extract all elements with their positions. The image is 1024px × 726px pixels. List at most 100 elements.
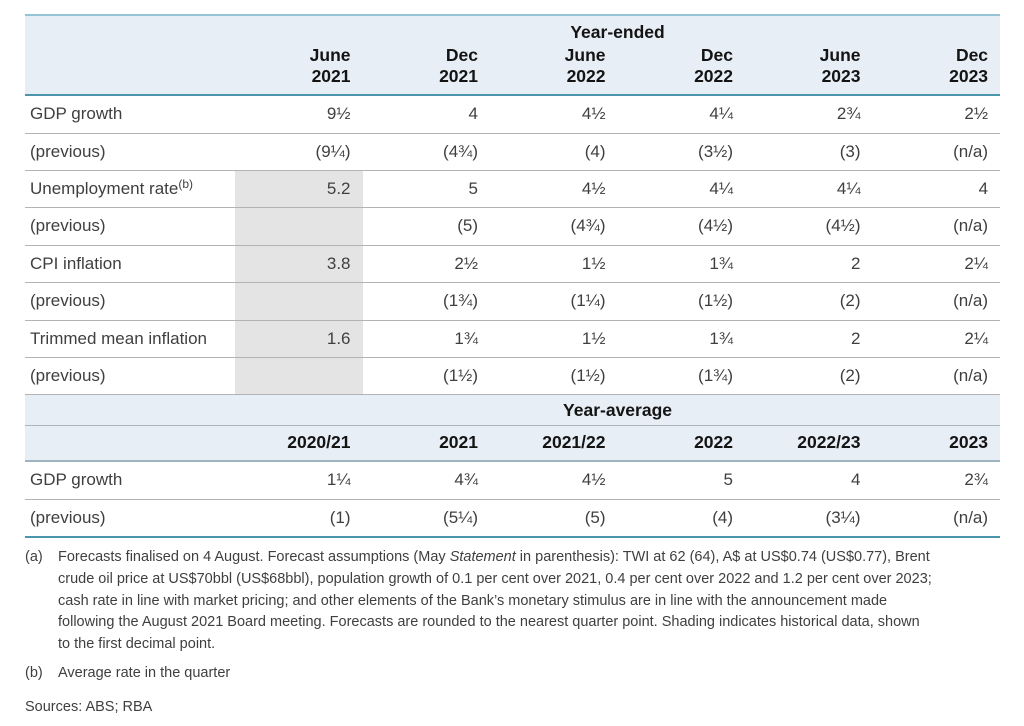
value-cell: 2¼ xyxy=(872,244,1001,283)
table-row-unemployment-previous: (previous) (5) (4¾) (4½) (4½) (n/a) xyxy=(25,207,1001,246)
value-cell: 1½ xyxy=(490,244,618,283)
row-label: (previous) xyxy=(25,282,235,321)
footnote-b-marker: (b) xyxy=(25,664,43,681)
value-cell: 2½ xyxy=(964,104,989,124)
column-header-line: 2023 xyxy=(821,65,861,86)
value-cell: (4¾) xyxy=(362,132,490,171)
column-header-line: 2022 xyxy=(566,65,606,86)
value-cell: 4¼ xyxy=(709,104,733,124)
value-cell: 2½ xyxy=(362,244,490,283)
value-cell: (5¼) xyxy=(362,498,490,538)
year-average-table: Year-average 2020/21 2021 2021/22 2022 2… xyxy=(25,395,1001,539)
value-cell: (3½) xyxy=(617,132,745,171)
value-cell: (1¾) xyxy=(617,357,745,395)
column-header-line: Dec xyxy=(700,45,733,65)
value-cell: 9½ xyxy=(326,104,351,124)
row-label: GDP growth xyxy=(30,470,123,490)
value-cell: (4) xyxy=(617,498,745,538)
value-cell-historical: 3.8 xyxy=(235,244,363,283)
value-cell: (2) xyxy=(745,357,873,395)
value-cell: 5 xyxy=(723,470,733,490)
value-cell: 4 xyxy=(872,170,1001,208)
value-cell: (1½) xyxy=(490,357,618,395)
column-header-line: 2022 xyxy=(694,65,733,86)
value-cell: 1¾ xyxy=(362,319,490,358)
table-row-gdp-previous-avg: (previous) (1) (5¼) (5) (4) (3¼) (n/a) xyxy=(25,498,1001,538)
column-header: 2022 xyxy=(694,432,733,453)
footnote-a-text: Forecasts finalised on 4 August. Forecas… xyxy=(58,547,935,656)
value-cell: 2 xyxy=(745,319,873,358)
footnote-b: (b) Average rate in the quarter xyxy=(25,663,1000,685)
value-cell: (1½) xyxy=(362,357,490,395)
year-ended-title-row: Year-ended xyxy=(25,15,1000,43)
year-ended-table: Year-ended June 2021 Dec 2021 June 2022 Dec… xyxy=(25,14,1001,396)
value-cell: (2) xyxy=(745,282,873,321)
table-row-gdp-growth: GDP growth 9½ 4 4½ 4¼ 2¾ 2½ xyxy=(25,95,1000,133)
value-cell: 4½ xyxy=(490,170,618,208)
table-row-trimmed-mean: Trimmed mean inflation 1.6 1¾ 1½ 1¾ 2 2¼ xyxy=(25,319,1001,358)
column-header: Dec 2021 xyxy=(363,43,491,95)
value-cell: (3) xyxy=(745,132,873,171)
footnote-a: (a) Forecasts finalised on 4 August. For… xyxy=(25,547,1000,656)
empty-header-cell xyxy=(25,43,235,95)
table-row-cpi-previous: (previous) (1¾) (1¼) (1½) (2) (n/a) xyxy=(25,282,1001,321)
value-cell: 1¾ xyxy=(617,244,745,283)
table-row-unemployment: Unemployment rate(b) 5.2 5 4½ 4¼ 4¼ 4 xyxy=(25,170,1001,208)
value-cell: 1¼ xyxy=(326,470,351,490)
value-cell: 2 xyxy=(745,244,873,283)
value-cell-historical xyxy=(235,357,363,395)
value-cell: (9¼) xyxy=(235,132,363,171)
column-header: June 2022 xyxy=(490,43,618,95)
value-cell: (3¼) xyxy=(745,498,873,538)
column-header: Dec 2023 xyxy=(873,43,1001,95)
footnotes-block: (a) Forecasts finalised on 4 August. For… xyxy=(25,547,1000,718)
year-ended-title: Year-ended xyxy=(570,22,665,42)
value-cell: (4½) xyxy=(617,207,745,246)
table-row-trimmed-previous: (previous) (1½) (1½) (1¾) (2) (n/a) xyxy=(25,357,1001,395)
year-average-title-row: Year-average xyxy=(25,395,1001,427)
column-header: 2020/21 xyxy=(287,432,351,453)
year-ended-header-row: June 2021 Dec 2021 June 2022 Dec 2022 June 20… xyxy=(25,43,1000,95)
table-row-gdp-previous: (previous) (9¼) (4¾) (4) (3½) (3) (n/a) xyxy=(25,132,1001,171)
value-cell: 2¾ xyxy=(964,470,989,490)
value-cell-historical: 1.6 xyxy=(235,319,363,358)
sources-line: Sources: ABS; RBA xyxy=(25,698,153,715)
value-cell: (n/a) xyxy=(872,207,1001,246)
empty-corner-cell xyxy=(25,15,235,43)
year-average-title: Year-average xyxy=(235,395,1001,427)
value-cell: 5 xyxy=(362,170,490,208)
footnote-b-text: Average rate in the quarter xyxy=(58,664,231,681)
table-row-cpi-inflation: CPI inflation 3.8 2½ 1½ 1¾ 2 2¼ xyxy=(25,244,1001,283)
row-label: (previous) xyxy=(25,357,235,395)
column-header-line: June xyxy=(564,45,606,65)
column-header: Dec 2022 xyxy=(618,43,746,95)
column-header: June 2023 xyxy=(745,43,873,95)
footnote-b-reference: (b) xyxy=(178,177,194,192)
row-label: GDP growth xyxy=(30,104,123,124)
value-cell: 4¼ xyxy=(617,170,745,208)
value-cell: 4½ xyxy=(581,470,606,490)
empty-corner-cell xyxy=(25,395,235,427)
value-cell: (5) xyxy=(362,207,490,246)
footnote-a-text-post: in parenthesis): TWI at 62 (64), A$ at U… xyxy=(58,549,932,653)
empty-header-cell xyxy=(25,426,235,462)
value-cell: 4½ xyxy=(581,104,606,124)
value-cell: (4½) xyxy=(745,207,873,246)
value-cell: (n/a) xyxy=(872,132,1001,171)
value-cell: 2¾ xyxy=(836,104,861,124)
row-label-text: Unemployment rate xyxy=(30,179,179,199)
column-header-line: Dec xyxy=(955,45,989,65)
row-label: Unemployment rate(b) xyxy=(25,170,235,208)
column-header: June 2021 xyxy=(235,43,363,95)
value-cell-historical xyxy=(235,207,363,246)
footnote-a-text-italic: Statement xyxy=(449,549,516,566)
value-cell: (n/a) xyxy=(872,498,1001,538)
column-header-line: 2023 xyxy=(949,65,989,86)
column-header: 2021 xyxy=(439,432,478,453)
column-header-line: Dec xyxy=(445,45,478,65)
value-cell: 4¾ xyxy=(454,470,478,490)
column-header: 2022/23 xyxy=(797,432,861,453)
column-header: 2023 xyxy=(949,432,989,453)
column-header: 2021/22 xyxy=(542,432,606,453)
